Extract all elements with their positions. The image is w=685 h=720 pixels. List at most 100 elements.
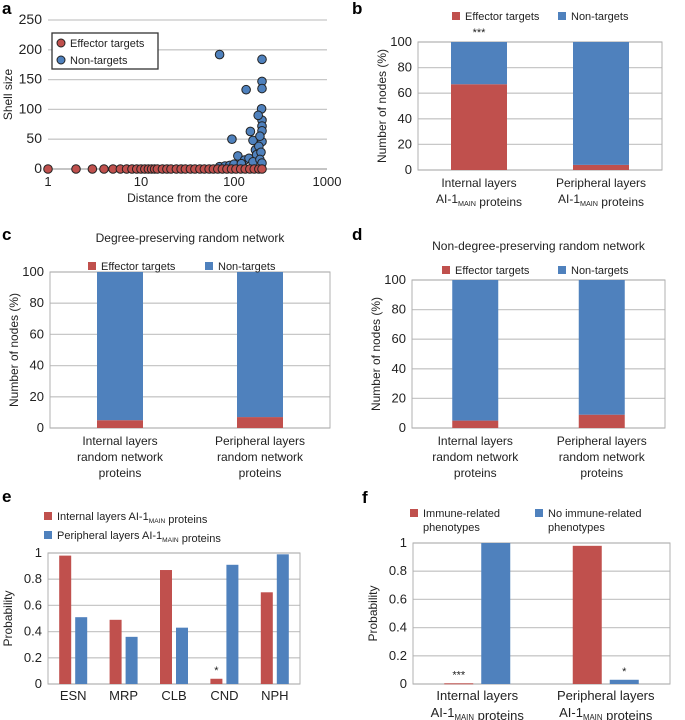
x-tick-label: 100 [223, 174, 245, 189]
scatter-point [257, 164, 267, 174]
x-tick-label: AI-1MAIN proteins [558, 192, 644, 209]
y-axis-label: Shell size [1, 68, 15, 120]
y-tick-label: 60 [30, 326, 44, 341]
scatter-point [233, 151, 243, 161]
bar-segment [578, 414, 625, 428]
y-tick-label: 80 [30, 295, 44, 310]
text-segment: NPH [261, 688, 288, 703]
x-tick-label: Peripheral layers [556, 176, 646, 190]
text-segment: random network [559, 450, 646, 464]
x-tick-label: Internal layers [441, 176, 516, 190]
y-tick-label: 0.2 [389, 648, 407, 663]
text-segment: proteins [165, 514, 208, 526]
subscript: MAIN [583, 713, 603, 720]
x-tick-label: random network [432, 450, 519, 464]
y-tick-label: 40 [398, 111, 412, 126]
bar-segment [97, 420, 143, 428]
scatter-point [241, 84, 251, 95]
x-tick-label: proteins [239, 466, 282, 480]
text-segment: random network [217, 450, 304, 464]
bar-segment [237, 272, 283, 418]
x-tick-label: AI-1MAIN proteins [559, 705, 653, 720]
legend-swatch [88, 262, 96, 270]
y-tick-label: 0.8 [24, 571, 42, 586]
bar [75, 617, 88, 684]
y-tick-label: 0.4 [389, 620, 407, 635]
text-segment: proteins [179, 533, 222, 545]
text-segment: AI-1 [559, 705, 583, 720]
text-segment: proteins [598, 195, 644, 209]
bar [226, 564, 239, 684]
bar [260, 592, 273, 684]
bar [481, 543, 511, 684]
bar [210, 678, 223, 684]
y-axis-label: Probability [366, 585, 380, 641]
text-segment: proteins [580, 466, 623, 480]
scatter-point [248, 135, 258, 146]
text-segment: Peripheral layers [557, 688, 655, 703]
significance-label: *** [473, 27, 487, 39]
plot-frame [411, 279, 666, 429]
x-tick-label: Internal layers [436, 688, 518, 703]
panel-label: f [362, 488, 368, 507]
legend-marker [56, 55, 66, 65]
y-tick-label: 0 [400, 676, 407, 691]
y-axis-label: Number of nodes (%) [7, 293, 21, 407]
y-axis-label: Number of nodes (%) [375, 49, 389, 163]
y-tick-label: 100 [390, 34, 412, 49]
panel-label: a [2, 0, 12, 18]
text-segment: proteins [476, 195, 522, 209]
x-tick-label: 1000 [313, 174, 342, 189]
scatter-point [227, 134, 237, 144]
y-tick-label: 20 [398, 136, 412, 151]
x-tick-label: 1 [44, 174, 51, 189]
y-tick-label: 80 [398, 60, 412, 75]
legend-label: Non-targets [218, 261, 276, 273]
y-axis-label: Probability [1, 590, 15, 646]
y-tick-label: 0 [399, 420, 406, 435]
x-axis-label: Distance from the core [127, 191, 248, 205]
text-segment: Peripheral layers AI-1 [57, 530, 162, 542]
legend-label: Non-targets [70, 55, 128, 67]
legend-label: Internal layers AI-1MAIN proteins [57, 511, 208, 526]
scatter-point [255, 131, 265, 142]
subscript: MAIN [149, 518, 166, 525]
panel-label: d [352, 225, 362, 244]
y-tick-label: 60 [398, 85, 412, 100]
y-tick-label: 0.4 [24, 624, 42, 639]
legend-swatch [452, 12, 460, 20]
y-tick-label: 0.2 [24, 650, 42, 665]
legend-swatch [442, 266, 450, 274]
bar-segment [452, 420, 499, 428]
subscript: MAIN [458, 199, 476, 208]
x-tick-label: Peripheral layers [215, 434, 305, 448]
legend-label: Immune-related [423, 508, 500, 520]
y-tick-label: 0.8 [389, 563, 407, 578]
y-tick-label: 100 [384, 272, 406, 287]
text-segment: ESN [60, 688, 87, 703]
legend-box [51, 32, 159, 70]
y-axis-label: Number of nodes (%) [369, 297, 383, 411]
x-tick-label: proteins [99, 466, 142, 480]
bar [444, 683, 474, 685]
text-segment: Internal layers AI-1 [57, 511, 149, 523]
bar-segment [578, 280, 625, 415]
legend-label: Non-targets [571, 11, 629, 23]
y-tick-label: 150 [19, 71, 43, 87]
x-tick-label: MRP [109, 688, 138, 703]
text-segment: Internal layers [436, 688, 518, 703]
text-segment: Peripheral layers [215, 434, 305, 448]
y-tick-label: 0 [37, 420, 44, 435]
bar [59, 555, 72, 684]
chart-title: Non-degree-preserving random network [432, 239, 646, 253]
bar-segment [573, 42, 629, 165]
text-segment: proteins [602, 708, 652, 720]
scatter-point [257, 54, 267, 65]
y-tick-label: 1 [35, 545, 42, 560]
y-tick-label: 0 [405, 162, 412, 177]
bar [125, 636, 138, 684]
legend-swatch [205, 262, 213, 270]
scatter-point [245, 126, 256, 137]
scatter-point [214, 49, 225, 60]
scatter-point [99, 164, 109, 174]
